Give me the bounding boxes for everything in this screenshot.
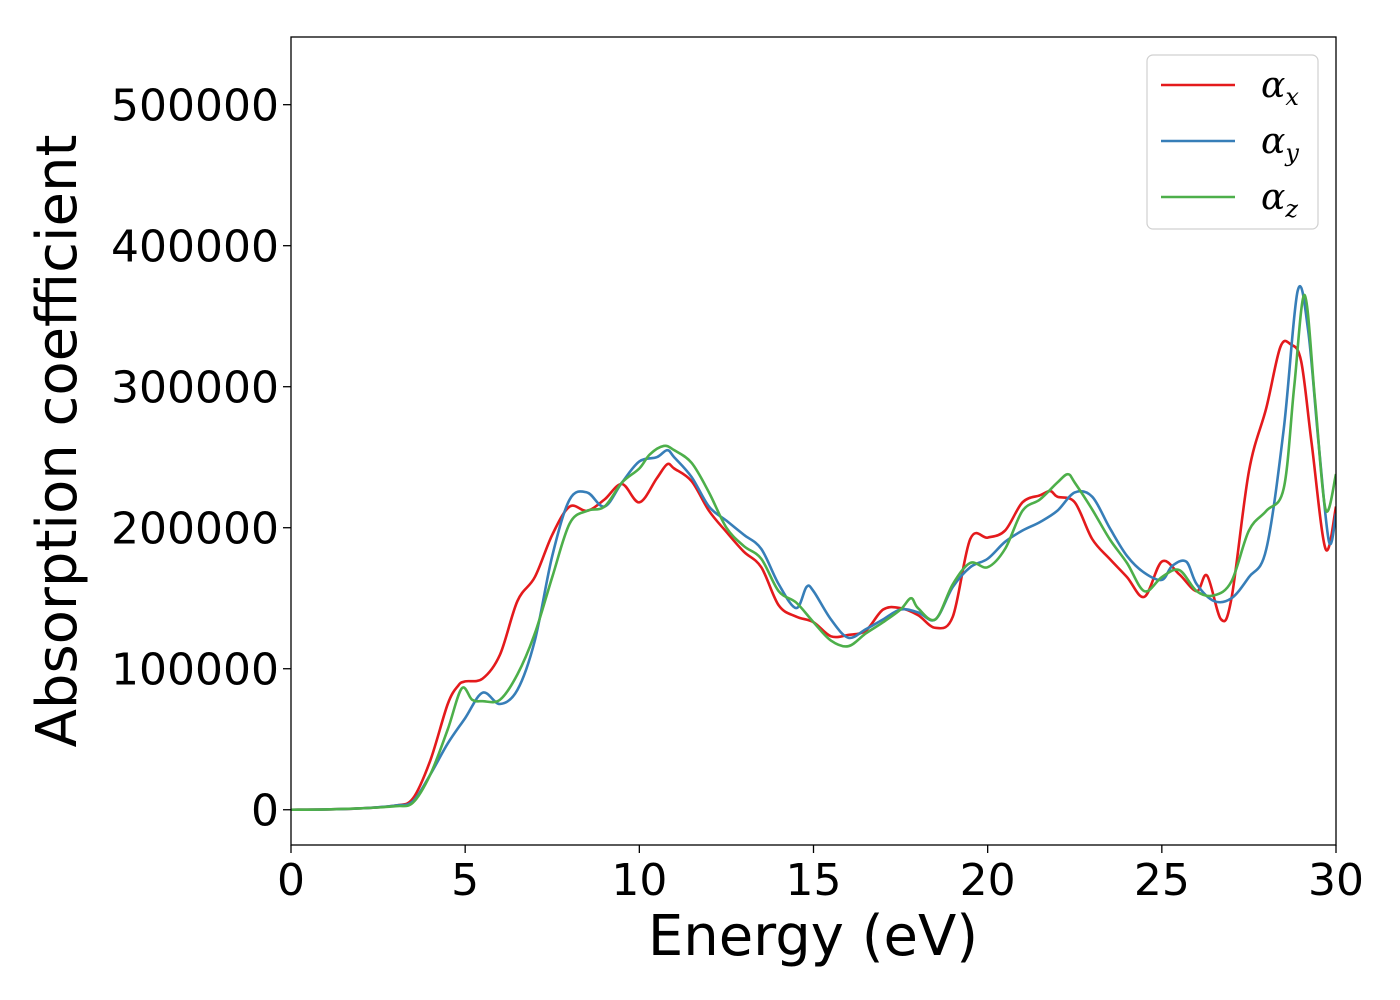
x-tick-label: 30 [1308, 855, 1364, 906]
series-layer [291, 284, 1336, 812]
legend-entry-x: αx [1261, 65, 1299, 111]
x-axis-title: Energy (eV) [648, 904, 978, 969]
x-tick-label: 0 [277, 855, 305, 906]
y-axis-ticks: 0 100000 200000 300000 400000 500000 [111, 81, 291, 837]
x-tick-label: 5 [451, 855, 479, 906]
x-tick-label: 20 [960, 855, 1016, 906]
series-line-z [291, 293, 1336, 812]
x-tick-label: 10 [611, 855, 667, 906]
legend-entry-y: αy [1261, 121, 1299, 167]
y-tick-label: 500000 [111, 81, 279, 132]
legend-entry-z: αz [1261, 177, 1298, 223]
x-tick-label: 15 [786, 855, 842, 906]
y-tick-label: 0 [251, 786, 279, 837]
x-axis-ticks: 0 5 10 15 20 25 30 [277, 845, 1364, 906]
y-tick-label: 400000 [111, 222, 279, 273]
series-line-y [291, 284, 1336, 812]
y-axis-title: Absorption coefficient [25, 135, 90, 748]
series-line-x [291, 339, 1336, 812]
y-tick-label: 200000 [111, 504, 279, 555]
y-tick-label: 300000 [111, 363, 279, 414]
legend: αx αy αz [1146, 54, 1319, 230]
y-tick-label: 100000 [111, 645, 279, 696]
x-tick-label: 25 [1134, 855, 1190, 906]
